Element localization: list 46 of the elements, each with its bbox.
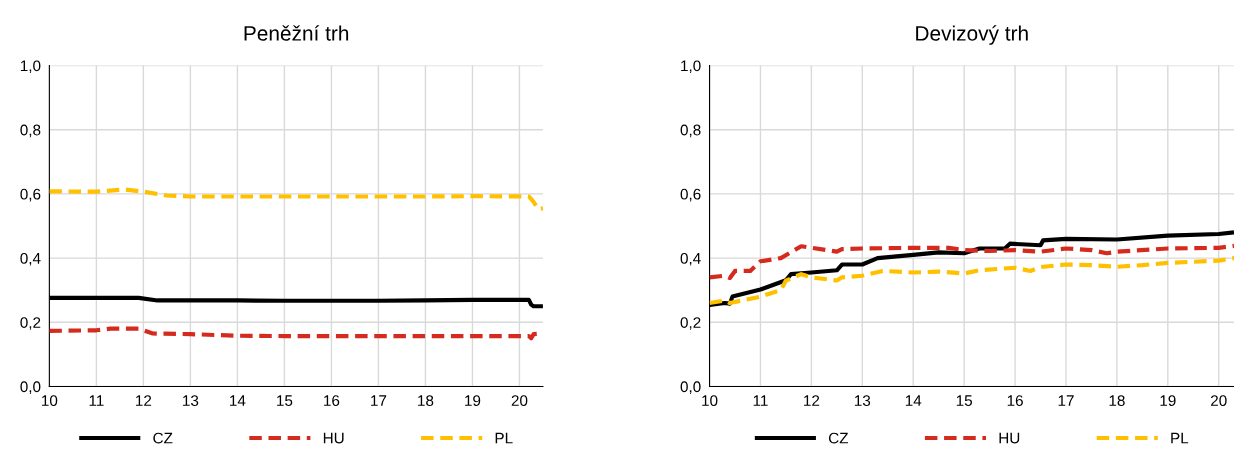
x-tick-label: 13	[854, 395, 871, 407]
x-tick-label: 19	[1160, 395, 1176, 407]
x-tick-label: 10	[42, 395, 58, 407]
y-tick-label: 0,8	[680, 124, 701, 138]
y-tick-label: 0,8	[20, 124, 41, 138]
x-tick-label: 11	[89, 395, 104, 406]
y-tick-label: 1,0	[681, 60, 701, 74]
x-tick-label: 11	[753, 395, 768, 406]
legend-label: PL	[495, 432, 513, 444]
x-tick-label: 15	[956, 395, 972, 407]
x-tick-label: 18	[1109, 395, 1125, 407]
y-tick-label: 0,4	[680, 252, 701, 266]
y-tick-label: 0,2	[20, 317, 41, 330]
y-tick-label: 0,2	[680, 317, 701, 330]
line-series	[709, 256, 1234, 306]
line-series	[709, 243, 1234, 281]
y-tick-label: 1,0	[20, 60, 41, 74]
x-tick-label: 15	[277, 395, 293, 407]
x-tick-label: 14	[230, 395, 246, 406]
y-tick-label: 0,6	[680, 188, 701, 202]
x-tick-label: 20	[1211, 395, 1227, 407]
legend-label: PL	[1171, 432, 1189, 444]
chart-title: Peněžní trh	[244, 25, 349, 41]
line-series	[49, 295, 543, 309]
legend-label: CZ	[153, 432, 173, 444]
x-tick-label: 16	[324, 395, 340, 407]
legend-label: HU	[323, 432, 344, 444]
legend-label: CZ	[828, 432, 849, 444]
x-tick-label: 12	[136, 395, 152, 406]
y-tick-label: 0,0	[680, 381, 701, 394]
x-tick-label: 19	[465, 395, 481, 407]
x-tick-label: 13	[183, 395, 199, 407]
x-tick-label: 14	[905, 395, 922, 406]
x-tick-label: 18	[418, 395, 434, 407]
y-tick-label: 0,0	[20, 381, 41, 394]
chart-title: Devizový trh	[916, 25, 1028, 45]
x-tick-label: 12	[804, 395, 820, 406]
x-tick-label: 16	[1007, 395, 1023, 407]
x-tick-label: 17	[371, 395, 387, 406]
y-tick-label: 0,4	[20, 252, 41, 266]
line-series	[49, 187, 543, 212]
x-tick-label: 17	[1058, 395, 1074, 406]
legend-label: HU	[999, 432, 1020, 444]
x-tick-label: 20	[511, 395, 528, 407]
x-tick-label: 10	[702, 395, 718, 407]
y-tick-label: 0,6	[20, 188, 41, 202]
